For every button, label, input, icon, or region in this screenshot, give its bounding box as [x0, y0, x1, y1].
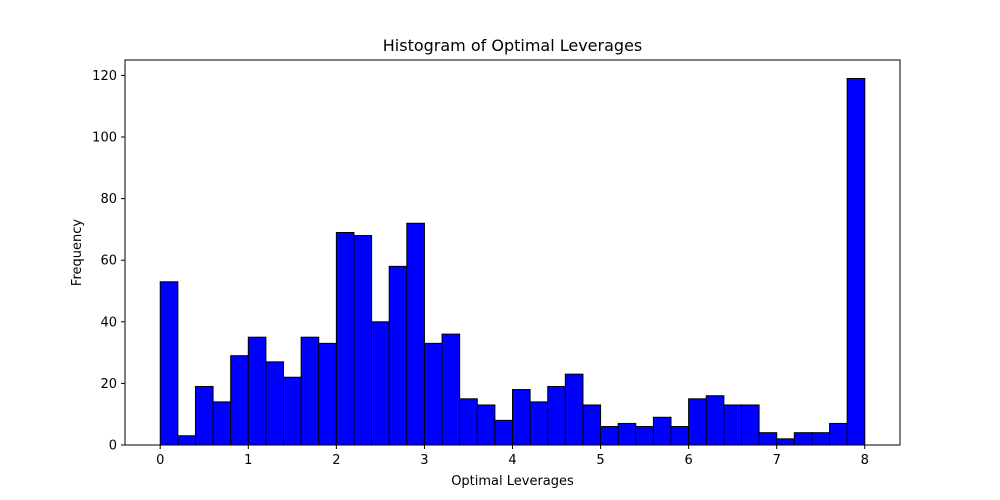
histogram-bar	[793, 432, 813, 446]
y-tick-label: 60	[100, 254, 117, 269]
y-tick-label: 100	[92, 131, 117, 146]
x-tick-label: 5	[596, 453, 604, 468]
histogram-bar	[212, 401, 232, 446]
x-tick-label: 0	[156, 453, 164, 468]
histogram-bar	[635, 426, 654, 446]
histogram-bar	[459, 398, 478, 446]
histogram-bar	[600, 426, 619, 446]
x-tick-label: 6	[684, 453, 692, 468]
histogram-bar	[230, 355, 249, 446]
histogram-bar	[846, 77, 866, 446]
histogram-bar	[688, 398, 707, 446]
histogram-bar	[194, 385, 214, 446]
histogram-bar	[494, 419, 513, 446]
histogram-bar	[300, 336, 320, 446]
x-axis-title: Optimal Leverages	[451, 474, 574, 489]
histogram-bar	[159, 281, 179, 446]
histogram-bar	[670, 426, 690, 446]
histogram-bar	[406, 222, 425, 446]
histogram-bar	[371, 321, 390, 446]
histogram-bar	[705, 395, 725, 446]
histogram-bar	[811, 432, 831, 446]
histogram-bar	[829, 422, 848, 446]
y-tick-label: 20	[100, 377, 117, 392]
y-tick-label: 0	[109, 439, 117, 454]
histogram-bar	[512, 389, 531, 446]
y-tick-label: 80	[100, 192, 117, 207]
histogram-bar	[177, 435, 196, 446]
histogram-bar	[582, 404, 602, 446]
histogram-bar	[476, 404, 496, 446]
histogram-bar	[441, 333, 461, 446]
histogram-bar	[723, 404, 742, 446]
x-tick-label: 8	[861, 453, 869, 468]
histogram-bar	[353, 235, 373, 446]
histogram-bar	[265, 361, 285, 446]
x-tick-label: 3	[420, 453, 428, 468]
x-axis: 0 1 2 3 4 5 6 7 8	[156, 445, 869, 468]
y-axis: 0 20 40 60 80 100 120	[92, 69, 125, 454]
histogram-bar	[547, 385, 566, 446]
x-tick-label: 4	[508, 453, 516, 468]
histogram-bar	[758, 432, 778, 446]
histogram-bar	[283, 376, 302, 446]
histogram-bar	[564, 373, 584, 446]
histogram-bar	[652, 416, 672, 446]
x-tick-label: 7	[773, 453, 781, 468]
histogram-bar	[776, 438, 795, 446]
bars-group	[159, 77, 866, 446]
chart-title: Histogram of Optimal Leverages	[383, 36, 643, 55]
x-tick-label: 2	[332, 453, 340, 468]
histogram-bar	[388, 265, 408, 446]
histogram-bar	[617, 422, 637, 446]
histogram-bar	[423, 342, 443, 446]
y-axis-title: Frequency	[70, 219, 85, 286]
histogram-bar	[529, 401, 549, 446]
histogram-bar	[247, 336, 267, 446]
histogram-bar	[335, 231, 355, 446]
histogram-bar	[318, 342, 337, 446]
y-tick-label: 120	[92, 69, 117, 84]
y-tick-label: 40	[100, 315, 117, 330]
histogram-bar	[740, 404, 760, 446]
x-tick-label: 1	[244, 453, 252, 468]
